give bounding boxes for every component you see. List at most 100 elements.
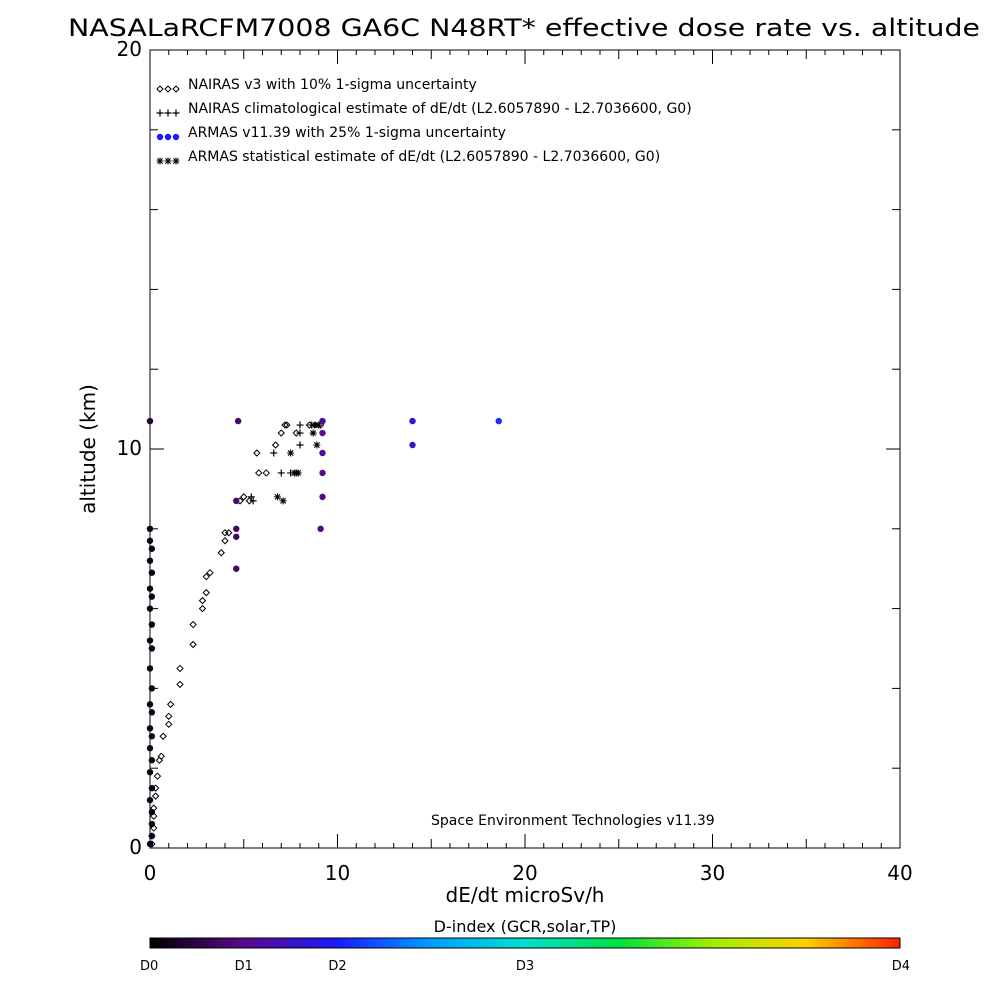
armas-point — [148, 820, 156, 828]
armas-point — [164, 133, 172, 141]
data-points — [146, 417, 502, 848]
nairas-v3-point — [271, 441, 280, 449]
colorbar-label: D4 — [892, 959, 910, 974]
nairas-v3-point — [159, 732, 167, 740]
colorbar-label: D3 — [516, 959, 534, 974]
x-tick-labels: 0 10 20 30 40 — [144, 861, 913, 885]
armas-statistical-point — [311, 421, 319, 429]
axis-ticks — [149, 49, 901, 849]
y-tick-label: 0 — [129, 835, 142, 859]
armas-point — [148, 569, 156, 576]
armas-point — [146, 637, 154, 644]
colorbar-labels: D0 D1 D2 D3 D4 — [140, 959, 910, 974]
colorbar — [149, 937, 901, 949]
legend-label: NAIRAS v3 with 10% 1-sigma uncertainty — [188, 77, 477, 93]
nairas-v3-point — [292, 429, 300, 437]
nairas-v3-point — [189, 640, 197, 649]
armas-point — [146, 768, 154, 776]
armas-point — [146, 840, 154, 848]
armas-point — [148, 832, 156, 840]
nairas-v3-point — [202, 588, 210, 597]
armas-point — [233, 533, 240, 540]
armas-statistical-point — [294, 469, 302, 477]
armas-point — [146, 537, 154, 544]
colorbar-label: D0 — [140, 959, 158, 974]
credit-annotation: Space Environment Technologies v11.39 — [431, 813, 715, 829]
armas-point — [319, 429, 326, 437]
nairas-v3-point — [255, 469, 263, 477]
armas-point — [319, 469, 326, 477]
armas-point — [148, 621, 156, 628]
armas-point — [317, 525, 324, 532]
nairas-v3-point — [262, 469, 270, 477]
colorbar-title: D-index (GCR,solar,TP) — [434, 917, 617, 936]
nairas-v3-point — [151, 792, 160, 800]
nairas-v3-point — [156, 85, 164, 93]
armas-point — [146, 745, 154, 752]
armas-point — [148, 784, 156, 792]
armas-point — [148, 645, 156, 652]
armas-point — [148, 733, 156, 740]
armas-point — [148, 685, 156, 692]
nairas-v3-point — [165, 712, 173, 721]
nairas-v3-point — [176, 664, 184, 673]
legend-label: ARMAS statistical estimate of dE/dt (L2.… — [188, 149, 660, 165]
armas-point — [319, 417, 326, 425]
x-tick-label: 20 — [512, 861, 537, 885]
armas-statistical-point — [315, 421, 323, 429]
nairas-v3-point — [281, 421, 289, 429]
armas-point — [234, 417, 242, 425]
armas-point — [148, 757, 156, 764]
nairas-v3-point — [166, 700, 175, 709]
armas-statistical-point — [172, 157, 180, 165]
nairas-v3-point — [202, 572, 210, 581]
nairas-climatology-point — [277, 469, 285, 477]
nairas-climatology-point — [164, 109, 172, 117]
nairas-v3-point — [206, 568, 214, 577]
armas-point — [409, 417, 416, 425]
nairas-climatology-point — [172, 109, 180, 117]
nairas-climatology-point — [270, 449, 278, 457]
chart-title: NASALaRCFM7008 GA6C N48RT* effective dos… — [68, 14, 980, 42]
armas-point — [146, 665, 154, 672]
colorbar-label: D1 — [235, 959, 253, 974]
nairas-v3-point — [225, 529, 233, 537]
armas-statistical-point — [287, 449, 295, 457]
y-tick-label: 10 — [117, 436, 142, 460]
nairas-v3-point — [240, 493, 248, 501]
legend-label: ARMAS v11.39 with 25% 1-sigma uncertaint… — [188, 125, 506, 141]
nairas-climatology-point — [249, 497, 257, 505]
colorbar-label: D2 — [328, 959, 346, 974]
armas-point — [148, 808, 156, 816]
x-tick-label: 30 — [700, 861, 725, 885]
nairas-v3-point — [153, 772, 162, 780]
armas-statistical-point — [156, 157, 164, 165]
nairas-v3-point — [189, 620, 197, 629]
x-tick-label: 0 — [144, 861, 157, 885]
nairas-climatology-point — [156, 109, 164, 117]
armas-point — [146, 585, 154, 592]
x-tick-label: 40 — [887, 861, 912, 885]
nairas-v3-point — [217, 549, 225, 557]
armas-point — [233, 497, 240, 505]
legend: NAIRAS v3 with 10% 1-sigma uncertainty NA… — [156, 77, 692, 165]
x-tick-label: 10 — [325, 861, 350, 885]
nairas-v3-point — [155, 756, 164, 764]
armas-point — [146, 725, 154, 732]
armas-point — [146, 525, 154, 532]
armas-point — [319, 449, 326, 457]
y-axis-label: altitude (km) — [76, 384, 100, 514]
x-axis-label: dE/dt microSv/h — [446, 883, 605, 907]
armas-point — [495, 417, 502, 425]
y-tick-labels: 0 10 20 — [117, 37, 142, 859]
nairas-v3-point — [221, 529, 229, 537]
nairas-v3-point — [165, 720, 173, 729]
armas-point — [146, 701, 154, 708]
nairas-climatology-point — [296, 421, 304, 429]
nairas-v3-point — [157, 752, 165, 760]
nairas-v3-point — [253, 449, 261, 457]
armas-point — [233, 525, 240, 532]
armas-point — [172, 133, 180, 141]
armas-point — [146, 796, 154, 804]
